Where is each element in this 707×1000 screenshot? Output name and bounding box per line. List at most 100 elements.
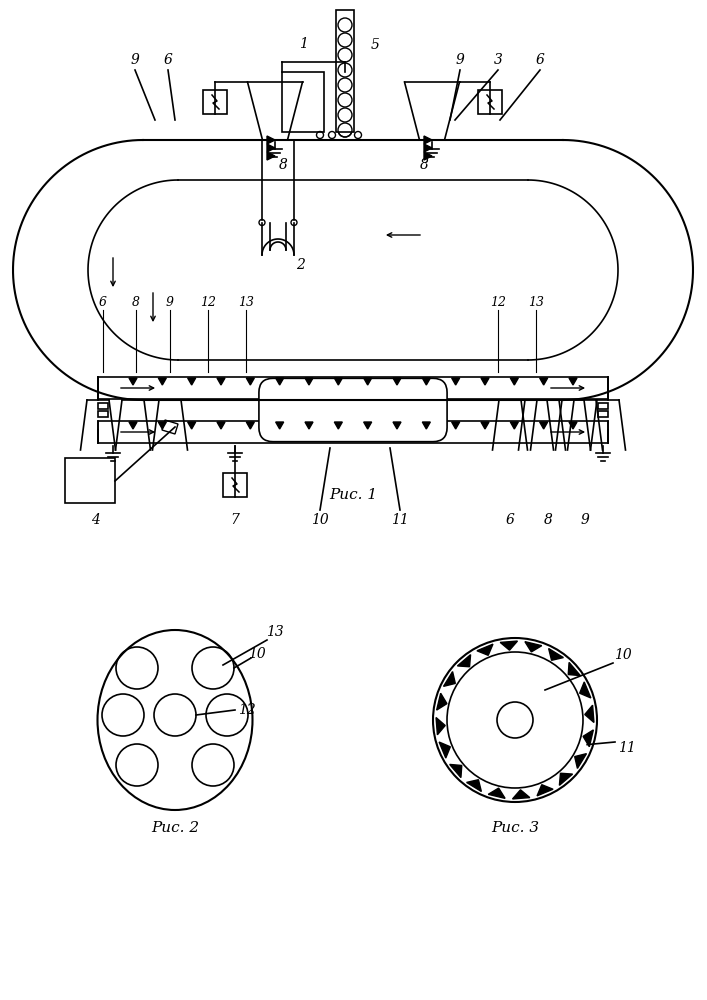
Polygon shape — [305, 422, 313, 429]
Text: 12: 12 — [200, 296, 216, 308]
Polygon shape — [276, 422, 284, 429]
Text: 10: 10 — [311, 513, 329, 527]
Polygon shape — [452, 378, 460, 385]
Polygon shape — [457, 655, 471, 667]
Text: 10: 10 — [614, 648, 632, 662]
Polygon shape — [424, 152, 432, 160]
Polygon shape — [422, 378, 431, 385]
Text: 9: 9 — [131, 53, 139, 67]
Bar — [336, 10, 354, 132]
Bar — [98, 421, 608, 443]
Polygon shape — [481, 378, 489, 385]
Polygon shape — [334, 422, 342, 429]
Polygon shape — [580, 682, 591, 698]
Polygon shape — [267, 152, 275, 160]
Bar — [223, 473, 247, 497]
Text: 8: 8 — [544, 513, 552, 527]
Polygon shape — [246, 422, 255, 429]
Polygon shape — [267, 144, 275, 152]
Polygon shape — [217, 422, 225, 429]
Text: 13: 13 — [266, 625, 284, 639]
Polygon shape — [424, 136, 432, 144]
Text: 6: 6 — [536, 53, 544, 67]
Text: 5: 5 — [370, 38, 380, 52]
Polygon shape — [537, 785, 553, 796]
Polygon shape — [187, 378, 196, 385]
Bar — [478, 90, 502, 114]
Text: 6: 6 — [99, 296, 107, 308]
Polygon shape — [422, 422, 431, 429]
Polygon shape — [437, 693, 447, 710]
Text: 11: 11 — [618, 741, 636, 755]
Polygon shape — [549, 649, 563, 660]
Polygon shape — [583, 730, 593, 747]
Polygon shape — [539, 422, 548, 429]
Text: 8: 8 — [132, 296, 140, 308]
Bar — [98, 377, 608, 399]
Text: 8: 8 — [279, 158, 288, 172]
FancyBboxPatch shape — [259, 378, 447, 442]
Text: 10: 10 — [248, 647, 266, 661]
Polygon shape — [439, 742, 450, 758]
Text: 12: 12 — [238, 703, 256, 717]
Polygon shape — [500, 641, 518, 650]
Polygon shape — [477, 644, 493, 655]
Text: 4: 4 — [90, 513, 100, 527]
Polygon shape — [510, 378, 518, 385]
Polygon shape — [513, 790, 530, 799]
Text: 8: 8 — [419, 158, 428, 172]
Polygon shape — [424, 144, 432, 152]
Polygon shape — [393, 422, 401, 429]
Bar — [203, 90, 227, 114]
Text: 11: 11 — [391, 513, 409, 527]
Text: 13: 13 — [238, 296, 254, 308]
Polygon shape — [452, 422, 460, 429]
Polygon shape — [158, 422, 166, 429]
Text: 7: 7 — [230, 513, 240, 527]
Polygon shape — [525, 642, 542, 652]
Text: Рис. 3: Рис. 3 — [491, 821, 539, 835]
Bar — [98, 411, 108, 417]
Polygon shape — [585, 705, 594, 722]
Text: 3: 3 — [493, 53, 503, 67]
Text: 9: 9 — [166, 296, 174, 308]
Text: 1: 1 — [298, 37, 308, 51]
Polygon shape — [489, 788, 505, 798]
Bar — [282, 72, 324, 132]
Polygon shape — [217, 378, 225, 385]
Polygon shape — [559, 773, 573, 785]
Polygon shape — [436, 718, 445, 735]
Polygon shape — [467, 780, 481, 791]
Text: 9: 9 — [455, 53, 464, 67]
Polygon shape — [510, 422, 518, 429]
Text: 6: 6 — [506, 513, 515, 527]
Polygon shape — [158, 378, 166, 385]
Text: 2: 2 — [296, 258, 305, 272]
Polygon shape — [363, 422, 372, 429]
Text: 13: 13 — [528, 296, 544, 308]
Text: Рис. 1: Рис. 1 — [329, 488, 377, 502]
Text: Рис. 2: Рис. 2 — [151, 821, 199, 835]
Polygon shape — [129, 422, 137, 429]
Polygon shape — [575, 754, 587, 768]
Polygon shape — [568, 662, 580, 676]
Polygon shape — [443, 672, 455, 686]
Bar — [598, 411, 608, 417]
Polygon shape — [569, 422, 577, 429]
Polygon shape — [305, 378, 313, 385]
Polygon shape — [363, 378, 372, 385]
Polygon shape — [246, 378, 255, 385]
Text: 9: 9 — [580, 513, 590, 527]
Polygon shape — [267, 136, 275, 144]
Polygon shape — [129, 378, 137, 385]
Text: 12: 12 — [490, 296, 506, 308]
Bar — [98, 403, 108, 409]
Polygon shape — [539, 378, 548, 385]
Text: 6: 6 — [163, 53, 173, 67]
Polygon shape — [481, 422, 489, 429]
Polygon shape — [450, 764, 462, 778]
Polygon shape — [187, 422, 196, 429]
Bar — [598, 403, 608, 409]
Polygon shape — [393, 378, 401, 385]
Polygon shape — [334, 378, 342, 385]
